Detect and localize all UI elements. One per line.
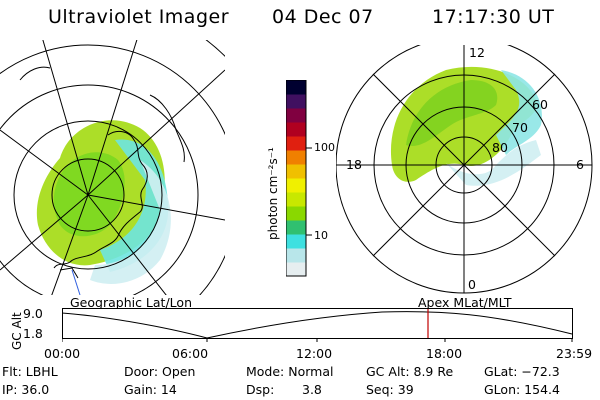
timeline-tick-0600: 06:00	[172, 346, 209, 361]
coastline	[53, 130, 148, 269]
colorbar-swatch	[286, 122, 306, 137]
mlat-label-70: 70	[512, 120, 528, 135]
colorbar-swatch	[286, 80, 306, 95]
gc-alt-timeline	[62, 308, 573, 342]
meridians	[0, 40, 225, 295]
instrument-title: Ultraviolet Imager	[48, 6, 230, 28]
mode-status: Mode: Normal	[246, 364, 334, 379]
filter-status: Flt: LBHL	[2, 364, 58, 379]
timeline-tick-1800: 18:00	[426, 346, 463, 361]
colorbar-swatch	[286, 150, 306, 165]
coastline-north	[149, 94, 185, 163]
mlt-spokes	[336, 45, 592, 293]
mlt-label-12: 12	[469, 45, 485, 60]
gc-alt-status: GC Alt: 8.9 Re	[366, 364, 454, 379]
colorbar-swatch	[286, 234, 306, 249]
dsp-value: 3.8	[302, 382, 322, 397]
colorbar	[286, 80, 312, 277]
gc-alt-curve	[62, 311, 573, 339]
timeline-tick-2359: 23:59	[556, 346, 593, 361]
colorbar-swatch	[286, 262, 306, 277]
latitude-circles	[0, 40, 225, 295]
colorbar-tick-100: 100	[314, 141, 335, 154]
polar-mlt-plot	[336, 45, 593, 294]
colorbar-swatch	[286, 108, 306, 123]
timeline-ticks	[62, 338, 573, 342]
colorbar-unit: photon cm⁻²s⁻¹	[266, 147, 280, 240]
header-date: 04 Dec 07	[272, 6, 374, 28]
mlat-label-80: 80	[492, 140, 508, 155]
glon-status: GLon: 154.4	[484, 382, 560, 397]
colorbar-swatch	[286, 94, 306, 109]
colorbar-swatch	[286, 178, 306, 193]
timeline-tick-0000: 00:00	[44, 346, 81, 361]
apex-label: Apex MLat/MLT	[418, 295, 512, 310]
colorbar-swatch	[286, 164, 306, 179]
mlat-label-60: 60	[532, 97, 548, 112]
aurora-outer-haze	[90, 160, 171, 284]
gc-alt-ymax: 9.0	[23, 306, 43, 321]
gain-status: Gain: 14	[124, 382, 177, 397]
geographic-map	[0, 40, 225, 295]
glat-status: GLat: −72.3	[484, 364, 560, 379]
dsp-label: Dsp:	[246, 382, 275, 397]
aurora-oval-haze	[446, 140, 541, 186]
colorbar-swatch	[286, 248, 306, 263]
coastline-topleft	[19, 66, 51, 81]
ip-status: IP: 36.0	[2, 382, 50, 397]
colorbar-tick-10: 10	[314, 229, 328, 242]
gc-alt-ymin: 1.8	[23, 326, 43, 341]
geographic-label: Geographic Lat/Lon	[70, 295, 192, 310]
colorbar-swatch	[286, 192, 306, 207]
gc-alt-axis-label: GC Alt	[10, 312, 24, 350]
colorbar-swatch	[286, 136, 306, 151]
timeline-tick-1200: 12:00	[296, 346, 333, 361]
mlt-label-18: 18	[346, 157, 362, 172]
colorbar-swatch	[286, 220, 306, 235]
aurora-oval-edge	[496, 70, 542, 155]
mlt-label-6: 6	[576, 157, 584, 172]
mlt-label-0: 0	[468, 277, 476, 292]
seq-status: Seq: 39	[366, 382, 414, 397]
colorbar-swatch	[286, 206, 306, 221]
terminator-line	[71, 269, 81, 295]
door-status: Door: Open	[124, 364, 196, 379]
header-time: 17:17:30 UT	[432, 6, 555, 28]
coastline-bottom	[59, 267, 79, 279]
